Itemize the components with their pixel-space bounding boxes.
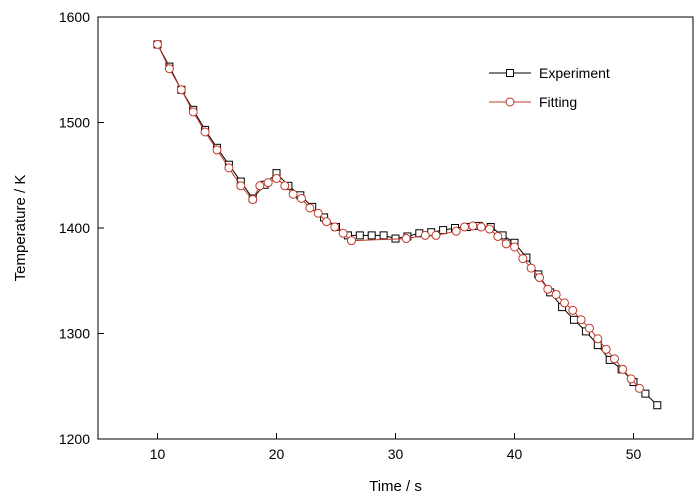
- data-point: [559, 298, 569, 308]
- axes: 10 20 30 40 50 1200 1300 1400 1500 1600 Time / s Te…: [12, 9, 694, 495]
- legend-item-experiment: Experiment: [489, 65, 610, 81]
- data-point: [451, 226, 461, 236]
- data-point: [439, 226, 448, 235]
- data-point: [485, 224, 495, 234]
- series-line: [157, 44, 658, 406]
- legend-marker: [506, 69, 514, 77]
- y-tick-label: 1400: [59, 220, 90, 236]
- y-tick-label: 1200: [59, 431, 90, 447]
- data-point: [200, 127, 210, 137]
- data-point: [551, 289, 561, 299]
- data-point: [263, 178, 273, 188]
- data-point: [212, 145, 222, 155]
- data-point: [593, 334, 603, 344]
- data-point: [493, 231, 503, 241]
- legend: Experiment Fitting: [489, 65, 610, 110]
- data-point: [236, 181, 246, 191]
- data-point: [618, 364, 628, 374]
- x-tick-label: 30: [388, 446, 404, 462]
- data-point: [176, 85, 186, 95]
- data-point: [501, 239, 511, 249]
- data-point: [224, 163, 234, 173]
- x-tick-label: 40: [507, 446, 523, 462]
- series-layer: [153, 39, 662, 410]
- y-tick-label: 1500: [59, 115, 90, 131]
- data-point: [401, 234, 411, 244]
- data-point: [641, 389, 650, 398]
- data-point: [534, 273, 544, 283]
- data-point: [420, 230, 430, 240]
- data-point: [518, 254, 528, 264]
- y-tick-label: 1300: [59, 326, 90, 342]
- data-point: [188, 107, 198, 117]
- data-point: [153, 39, 162, 49]
- data-point: [355, 231, 364, 240]
- x-tick-label: 10: [150, 446, 166, 462]
- legend-marker: [505, 97, 515, 107]
- data-point: [468, 221, 478, 231]
- legend-label: Fitting: [539, 94, 577, 110]
- data-point: [367, 231, 376, 240]
- data-point: [338, 228, 348, 238]
- data-point: [543, 284, 553, 294]
- y-axis-label: Temperature / K: [12, 175, 29, 282]
- data-point: [609, 354, 619, 364]
- y-tick-label: 1600: [59, 9, 90, 25]
- data-point: [330, 222, 340, 232]
- data-point: [248, 195, 258, 205]
- data-point: [321, 217, 331, 227]
- data-point: [313, 208, 323, 218]
- data-point: [255, 181, 265, 191]
- legend-item-fitting: Fitting: [489, 94, 577, 110]
- data-point: [460, 222, 470, 232]
- data-point: [431, 230, 441, 240]
- x-axis-label: Time / s: [369, 478, 422, 495]
- data-point: [346, 236, 356, 246]
- data-point: [653, 401, 662, 410]
- data-point: [576, 315, 586, 325]
- legend-label: Experiment: [539, 65, 610, 81]
- data-point: [568, 305, 578, 315]
- data-point: [296, 193, 306, 203]
- data-point: [584, 323, 594, 333]
- x-tick-label: 50: [626, 446, 642, 462]
- data-point: [280, 181, 290, 191]
- data-point: [510, 242, 519, 252]
- data-point: [601, 344, 611, 354]
- data-point: [570, 315, 578, 324]
- data-point: [305, 203, 315, 213]
- data-point: [379, 231, 388, 240]
- data-point: [272, 173, 281, 183]
- x-tick-label: 20: [269, 446, 285, 462]
- data-point: [164, 64, 174, 74]
- data-point: [526, 263, 536, 273]
- data-point: [634, 383, 644, 393]
- data-point: [476, 222, 486, 232]
- data-point: [626, 374, 636, 384]
- series-fitting: [153, 39, 644, 393]
- series-experiment: [153, 40, 662, 410]
- data-point: [288, 189, 298, 199]
